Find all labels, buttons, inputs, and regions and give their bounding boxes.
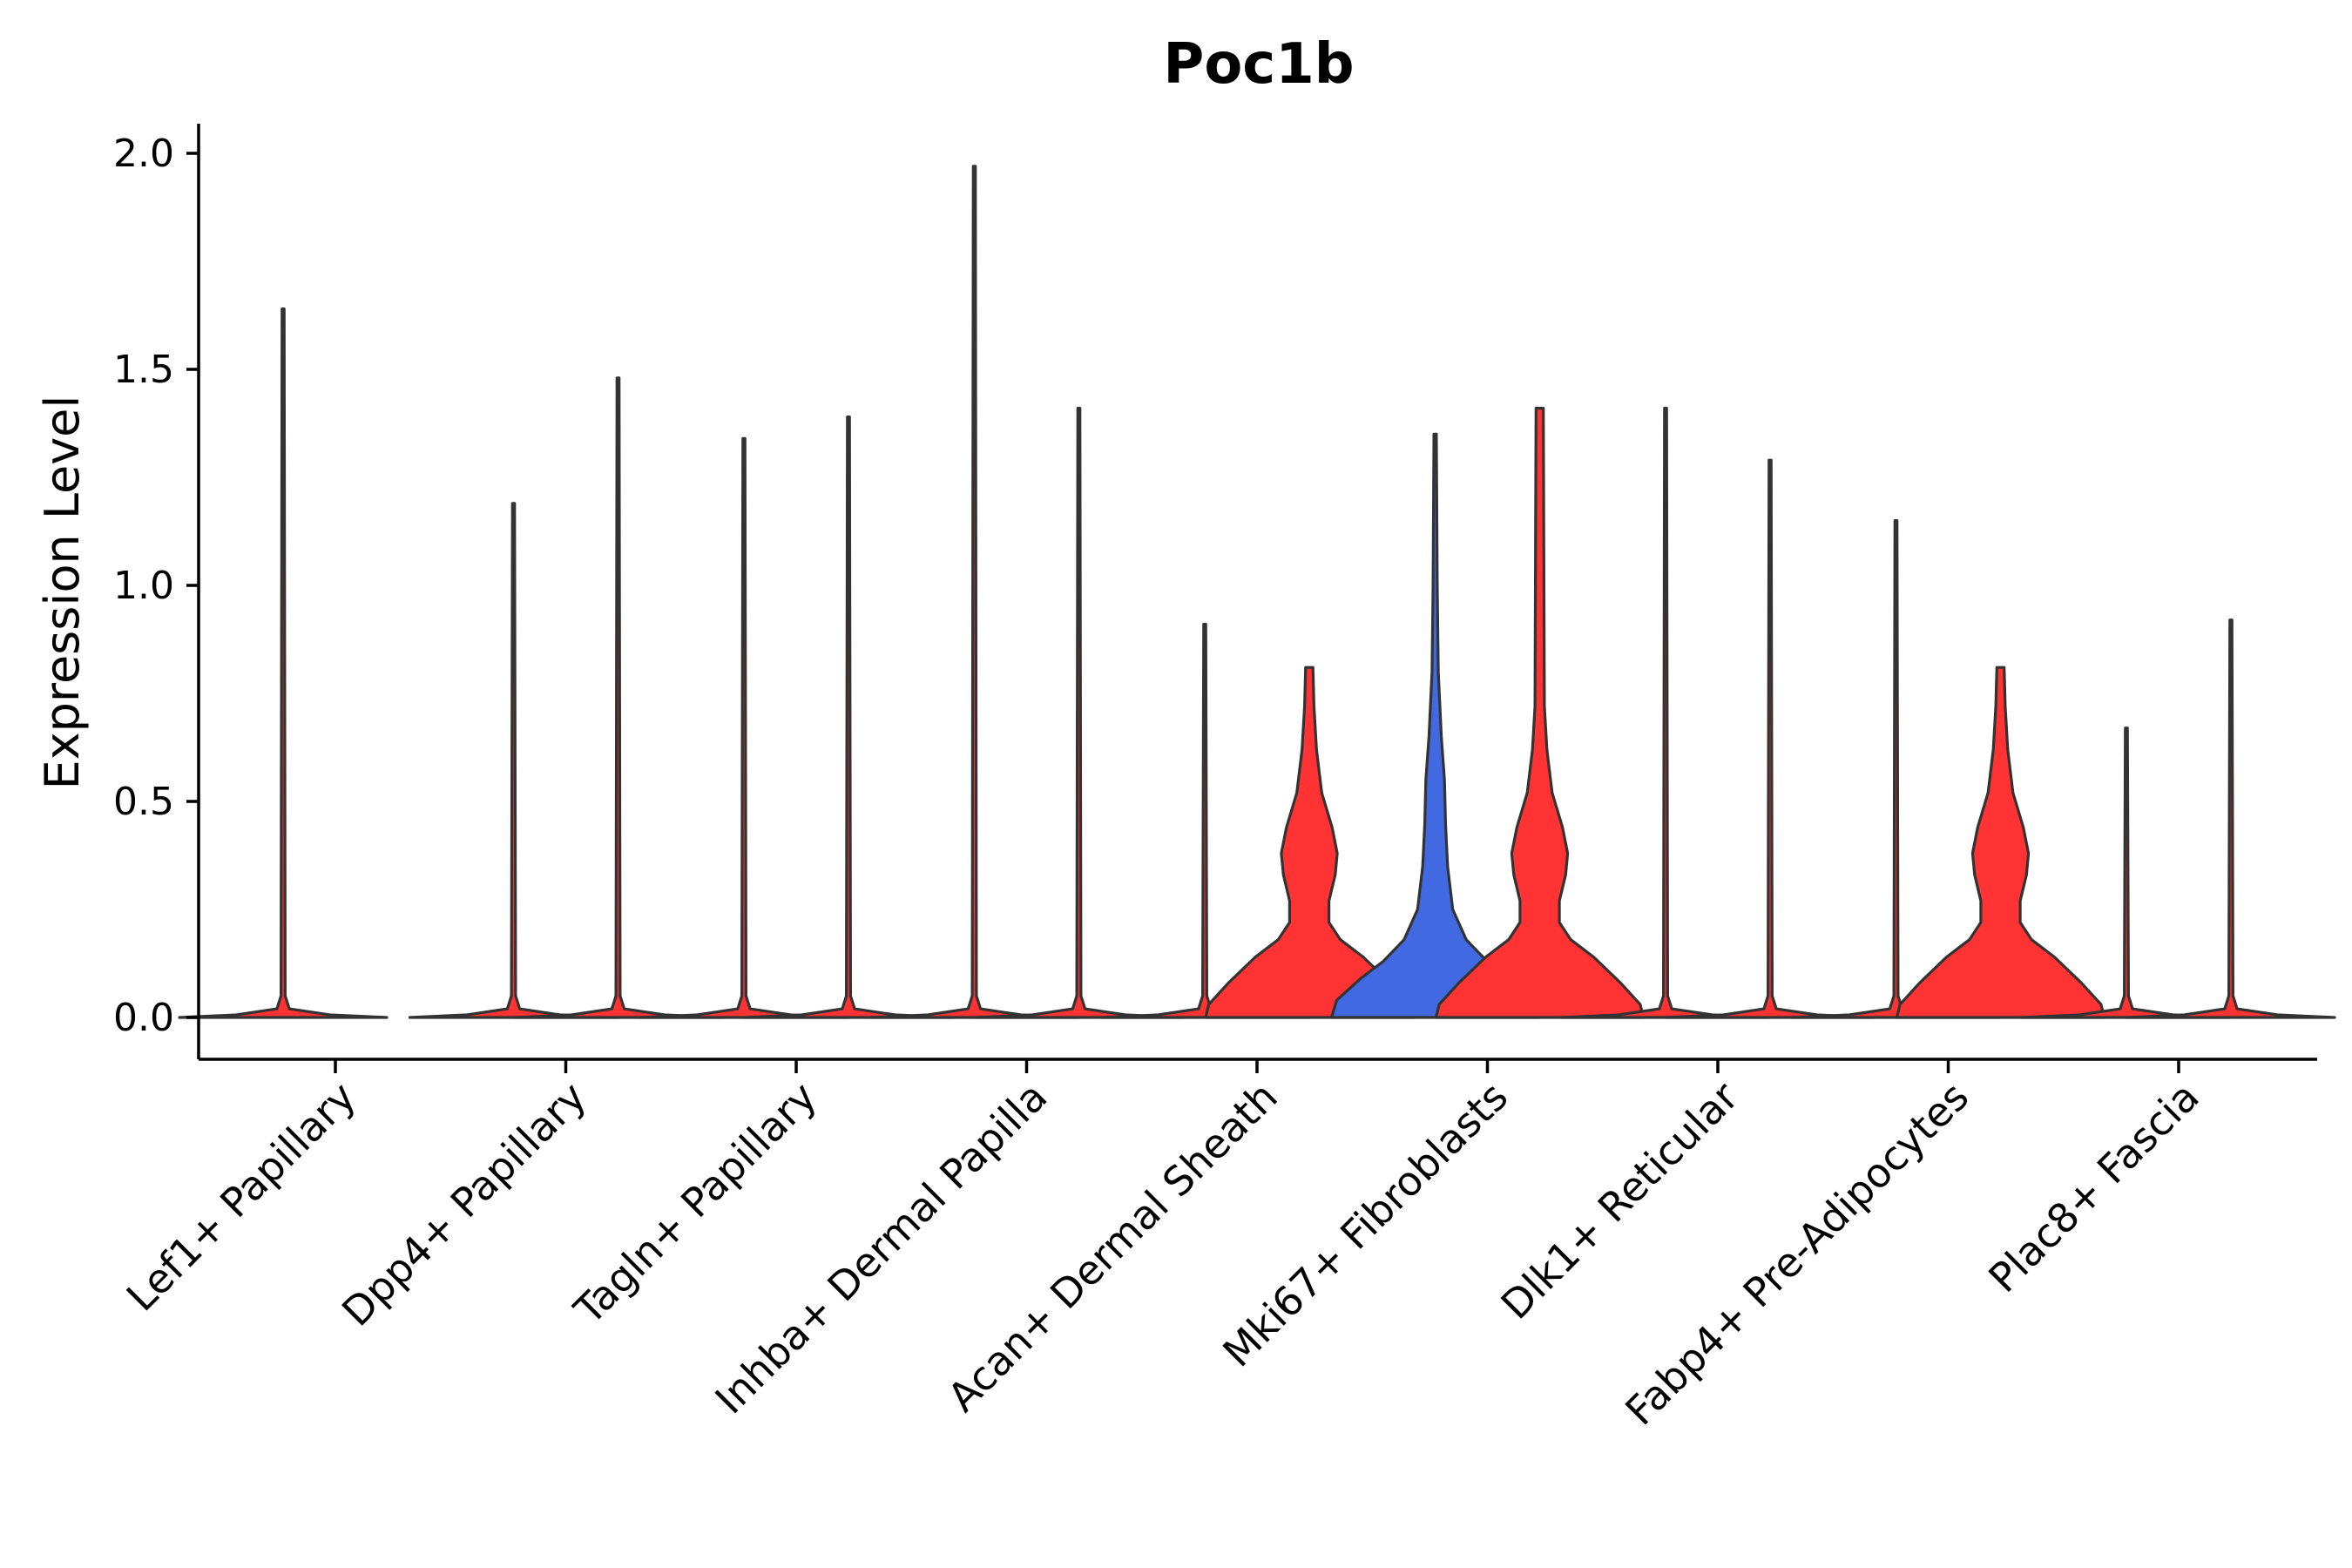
violin-lef1-papillary-1 (178, 308, 389, 1019)
violin-acan-dermal-sheath-2 (1204, 666, 1415, 1019)
y-axis: 0.0 0.5 1.0 1.5 2.0 (113, 124, 200, 1059)
violin-dpp4-papillary-1 (408, 502, 619, 1019)
x-tick-label: Dpp4+ Papillary (333, 1073, 595, 1335)
violin-mki67-fibroblasts-2 (1434, 407, 1646, 1019)
y-axis-label: Expression Level (35, 395, 90, 790)
violins-group (178, 165, 2336, 1019)
y-tick-label: 2.0 (113, 132, 174, 176)
violin-tagln-papillary-2 (743, 416, 954, 1019)
violin-dpp4-papillary-2 (512, 376, 724, 1019)
y-tick-label: 1.0 (113, 564, 174, 608)
x-tick-label: Lef1+ Papillary (118, 1073, 365, 1321)
y-tick-label: 0.0 (113, 996, 174, 1040)
violin-inhba-dermal-papilla-1 (868, 165, 1080, 1019)
violin-dlk1-reticular-1 (1560, 407, 1771, 1019)
violin-inhba-dermal-papilla-2 (973, 407, 1185, 1019)
x-tick-label: Dlk1+ Reticular (1492, 1073, 1747, 1328)
violin-dlk1-reticular-2 (1665, 458, 1876, 1019)
x-tick-label: Plac8+ Fascia (1979, 1073, 2207, 1301)
violin-plac8-fascia-2 (2126, 618, 2336, 1019)
x-tick-label: Tagln+ Papillary (564, 1073, 826, 1335)
violin-tagln-papillary-1 (639, 436, 849, 1019)
y-tick-label: 1.5 (113, 348, 174, 392)
y-tick-label: 0.5 (113, 780, 174, 824)
chart-title: Poc1b (1163, 32, 1354, 97)
violin-mki67-fibroblasts-1 (1329, 432, 1541, 1019)
violin-fabp4-pre-adipocytes-2 (1895, 666, 2106, 1019)
